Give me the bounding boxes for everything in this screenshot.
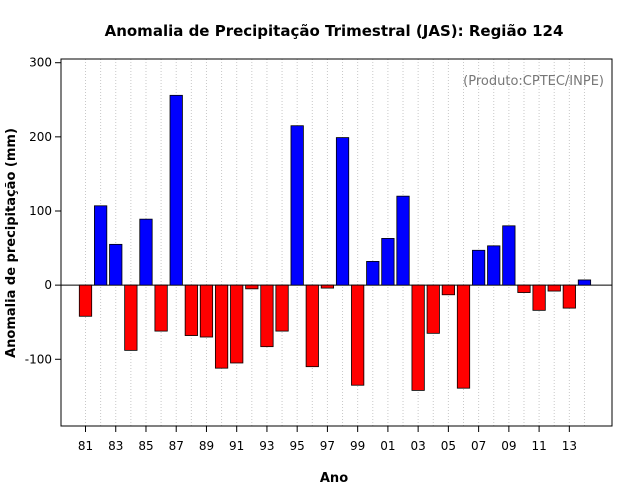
bar-88 [184, 284, 198, 336]
y-axis: -100 0 100 200 300 [25, 56, 61, 366]
bar-09 [502, 225, 516, 286]
x-tick-label: 85 [138, 439, 153, 453]
x-tick-label: 81 [78, 439, 93, 453]
bar-81 [78, 284, 93, 317]
y-tick-label: 200 [29, 130, 52, 144]
bar-03 [411, 284, 425, 391]
bar-93 [260, 284, 274, 348]
bar-97 [320, 284, 335, 289]
bar-06 [456, 284, 471, 389]
x-axis: 81 83 85 87 89 91 93 95 97 99 01 03 05 07 09 11 13 [78, 426, 577, 453]
bar-96 [305, 284, 319, 368]
x-tick-label: 99 [350, 439, 365, 453]
bars [78, 94, 592, 391]
x-tick-label: 01 [380, 439, 395, 453]
x-tick-label: 95 [290, 439, 305, 453]
bar-05 [441, 284, 455, 296]
x-axis-label: Ano [320, 471, 348, 486]
bar-07 [472, 249, 486, 286]
bar-01 [381, 238, 395, 286]
x-tick-label: 83 [108, 439, 123, 453]
bar-91 [230, 284, 244, 364]
x-tick-label: 93 [259, 439, 274, 453]
bar-12 [547, 284, 561, 292]
bar-04 [426, 284, 440, 334]
x-tick-label: 97 [320, 439, 335, 453]
x-tick-label: 89 [199, 439, 214, 453]
x-tick-label: 91 [229, 439, 244, 453]
x-tick-label: 03 [410, 439, 425, 453]
bar-92 [245, 284, 259, 290]
bar-83 [109, 243, 123, 286]
bar-95 [290, 125, 304, 286]
bar-02 [396, 195, 410, 286]
bar-86 [154, 284, 168, 332]
x-tick-label: 87 [169, 439, 184, 453]
y-tick-label: -100 [25, 352, 52, 366]
y-tick-label: 0 [44, 278, 52, 292]
bar-82 [94, 205, 108, 286]
x-tick-label: 13 [562, 439, 577, 453]
source-annotation: (Produto:CPTEC/INPE) [463, 74, 604, 89]
bar-90 [214, 284, 229, 369]
x-tick-label: 11 [531, 439, 546, 453]
y-tick-label: 300 [29, 56, 52, 70]
bar-13 [562, 284, 576, 309]
bar-00 [366, 261, 380, 286]
x-tick-label: 09 [501, 439, 516, 453]
bar-89 [199, 284, 214, 338]
bar-08 [487, 245, 501, 286]
chart-title: Anomalia de Precipitação Trimestral (JAS… [105, 22, 564, 40]
bar-99 [351, 284, 365, 386]
bar-98 [335, 137, 350, 286]
bar-14 [577, 279, 592, 286]
bar-84 [124, 284, 138, 351]
bar-85 [139, 218, 153, 286]
bar-11 [532, 284, 546, 311]
x-tick-label: 07 [471, 439, 486, 453]
y-axis-label: Anomalia de precipitação (mm) [4, 128, 19, 358]
bar-87 [169, 94, 183, 286]
bar-94 [275, 284, 289, 332]
x-tick-label: 05 [441, 439, 456, 453]
bar-10 [517, 284, 531, 293]
plot-frame [60, 58, 613, 427]
y-tick-label: 100 [29, 204, 52, 218]
